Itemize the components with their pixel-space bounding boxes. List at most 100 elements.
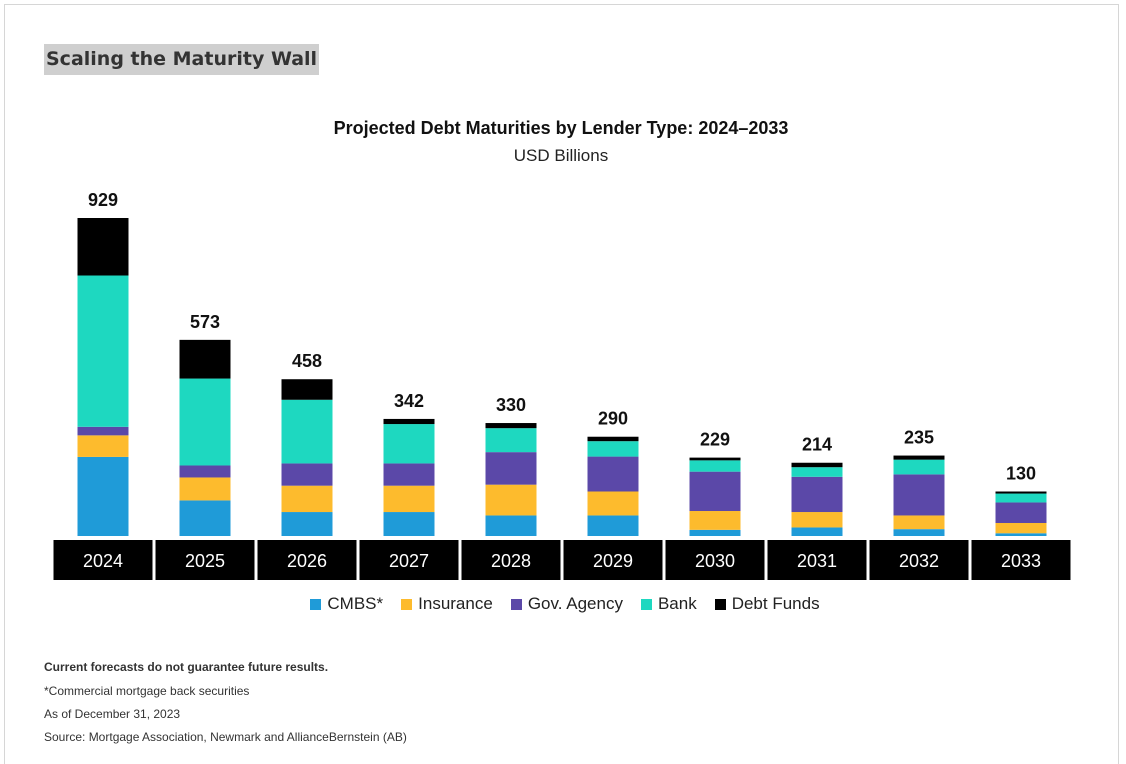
category-label-2032: 2032 [899, 551, 939, 571]
bar-segment-2028-bank [485, 428, 537, 453]
bar-segment-2033-gov-agency [995, 502, 1047, 523]
bar-segment-2029-cmbs [587, 515, 639, 536]
category-label-2024: 2024 [83, 551, 123, 571]
bar-segment-2025-gov-agency [179, 465, 231, 478]
legend-item-insurance: Insurance [401, 594, 493, 614]
legend-swatch-gov-agency [510, 598, 522, 610]
legend-swatch-bank [640, 598, 652, 610]
bar-segment-2026-insurance [281, 485, 333, 513]
total-label-2029: 290 [598, 409, 628, 429]
category-label-2033: 2033 [1001, 551, 1041, 571]
category-label-2027: 2027 [389, 551, 429, 571]
bar-segment-2032-cmbs [893, 529, 945, 536]
source-note: Source: Mortgage Association, Newmark an… [44, 730, 407, 744]
page-heading: Scaling the Maturity Wall [44, 44, 320, 75]
legend-swatch-debt-funds [714, 598, 726, 610]
bar-segment-2033-cmbs [995, 533, 1047, 536]
total-label-2031: 214 [802, 435, 832, 455]
category-box-2031 [767, 540, 867, 580]
total-label-2026: 458 [292, 351, 322, 371]
bar-segment-2024-bank [77, 275, 129, 427]
bar-segment-2027-bank [383, 424, 435, 464]
chart-title: Projected Debt Maturities by Lender Type… [333, 118, 789, 138]
bar-segment-2028-cmbs [485, 515, 537, 536]
bar-segment-2027-debt-funds [383, 418, 435, 425]
bar-segment-2031-bank [791, 467, 843, 477]
legend-swatch-cmbs [310, 598, 322, 610]
stacked-bar-chart: 929 2024 573 2025 458 2026 342 2027 330 2028 290 20… [53, 190, 1071, 580]
legend-label-gov-agency: Gov. Agency [527, 594, 623, 613]
bar-segment-2032-bank [893, 459, 945, 475]
bar-segment-2030-debt-funds [689, 457, 741, 461]
bar-segment-2031-debt-funds [791, 462, 843, 468]
as-of-date: As of December 31, 2023 [44, 707, 181, 721]
bar-segment-2029-bank [587, 441, 639, 457]
bar-segment-2027-cmbs [383, 512, 435, 536]
bar-segment-2032-gov-agency [893, 474, 945, 516]
category-box-2027 [359, 540, 459, 580]
total-label-2025: 573 [190, 312, 220, 332]
legend-label-debt-funds: Debt Funds [731, 594, 820, 613]
bar-segment-2024-insurance [77, 435, 129, 457]
bar-segment-2033-debt-funds [995, 491, 1047, 494]
legend-item-cmbs: CMBS* [310, 594, 383, 614]
category-box-2030 [665, 540, 765, 580]
category-box-2024 [53, 540, 153, 580]
total-label-2028: 330 [496, 395, 526, 415]
figure-frame [4, 4, 1119, 764]
bar-segment-2033-insurance [995, 522, 1047, 534]
chart-subtitle: USD Billions [513, 146, 609, 165]
category-label-2029: 2029 [593, 551, 633, 571]
total-label-2027: 342 [394, 391, 424, 411]
category-box-2025 [155, 540, 255, 580]
bar-segment-2028-gov-agency [485, 452, 537, 485]
bar-segment-2029-debt-funds [587, 436, 639, 442]
legend-label-insurance: Insurance [418, 594, 493, 613]
legend-item-bank: Bank [640, 594, 697, 614]
bar-segment-2031-cmbs [791, 527, 843, 536]
legend-label-bank: Bank [657, 594, 697, 613]
category-label-2030: 2030 [695, 551, 735, 571]
bar-segment-2032-insurance [893, 515, 945, 530]
legend-label-cmbs: CMBS* [327, 594, 384, 613]
bar-segment-2024-debt-funds [77, 218, 129, 276]
bar-segment-2030-gov-agency [689, 471, 741, 512]
bar-segment-2030-bank [689, 460, 741, 472]
category-box-2026 [257, 540, 357, 580]
bar-segment-2030-insurance [689, 511, 741, 530]
bar-segment-2033-bank [995, 493, 1047, 503]
bar-segment-2025-debt-funds [179, 339, 231, 379]
bar-segment-2028-debt-funds [485, 423, 537, 429]
legend-item-gov-agency: Gov. Agency [510, 594, 623, 614]
total-label-2032: 235 [904, 428, 934, 448]
total-label-2033: 130 [1006, 464, 1036, 484]
chart-legend: CMBS* Insurance Gov. Agency Bank Debt Funds [0, 594, 1126, 614]
bar-segment-2025-bank [179, 378, 231, 466]
bar-segment-2028-insurance [485, 484, 537, 516]
bar-segment-2026-bank [281, 399, 333, 464]
total-label-2030: 229 [700, 430, 730, 450]
bar-segment-2026-debt-funds [281, 379, 333, 400]
category-box-2033 [971, 540, 1071, 580]
bar-segment-2024-gov-agency [77, 426, 129, 436]
legend-swatch-insurance [401, 598, 413, 610]
bar-segment-2031-gov-agency [791, 476, 843, 513]
bar-segment-2032-debt-funds [893, 455, 945, 460]
bar-segment-2024-cmbs [77, 456, 129, 536]
cmbs-footnote: *Commercial mortgage back securities [44, 684, 250, 698]
category-box-2032 [869, 540, 969, 580]
category-label-2025: 2025 [185, 551, 225, 571]
category-box-2028 [461, 540, 561, 580]
bar-segment-2025-insurance [179, 477, 231, 501]
category-box-2029 [563, 540, 663, 580]
total-label-2024: 929 [88, 190, 118, 210]
category-label-2028: 2028 [491, 551, 531, 571]
bar-segment-2029-gov-agency [587, 456, 639, 492]
category-label-2031: 2031 [797, 551, 837, 571]
legend-item-debt-funds: Debt Funds [714, 594, 820, 614]
bar-segment-2026-cmbs [281, 512, 333, 536]
bar-segment-2026-gov-agency [281, 463, 333, 486]
bar-segment-2031-insurance [791, 512, 843, 528]
bar-segment-2029-insurance [587, 491, 639, 516]
category-label-2026: 2026 [287, 551, 327, 571]
